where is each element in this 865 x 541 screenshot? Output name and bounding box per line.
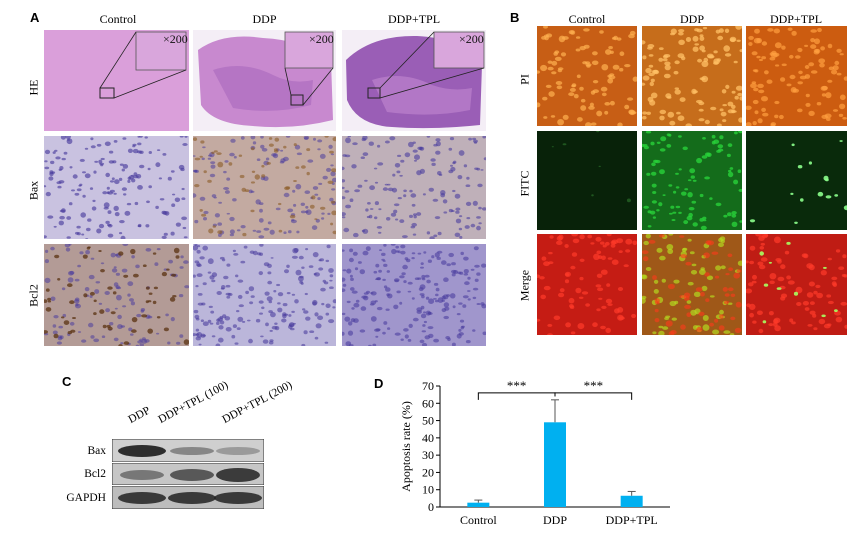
y-tick-label-1: 10 [422, 483, 434, 497]
apoptosis-bar-chart: 0 10 20 30 40 50 60 70 Apoptosis rate (%) Control… [399, 378, 670, 527]
panel-b-letter: B [510, 10, 520, 25]
y-tick-label-5: 50 [422, 414, 434, 428]
y-tick-label-0: 0 [428, 500, 434, 514]
panel-a-col-ddp: DDP [252, 12, 277, 26]
merge-control-image [537, 234, 637, 335]
x-tick-label-0: Control [460, 513, 497, 527]
he-ddp-tpl-image [342, 30, 486, 131]
panel-a-row-bcl2: Bcl2 [26, 284, 41, 307]
wb-lane-ddp-tpl-100: DDP+TPL (100) [156, 379, 231, 426]
wb-row-bax: Bax [87, 445, 106, 457]
bcl2-ddp-tpl-image [342, 244, 486, 346]
panel-b-row-pi: PI [517, 74, 532, 85]
he-ddp-tpl-magnification: ×200 [459, 32, 484, 46]
y-tick-label-6: 60 [422, 396, 434, 410]
significance-label-1: *** [584, 378, 604, 393]
wb-lane-ddp: DDP [126, 404, 153, 426]
bax-control-image [44, 136, 189, 239]
bax-ddp-image [193, 136, 336, 239]
panel-a-row-he: HE [26, 79, 41, 96]
panel-b-col-control: Control [568, 12, 606, 26]
x-tick-label-2: DDP+TPL [606, 513, 658, 527]
panel-a-col-control: Control [99, 12, 137, 26]
wb-blot-gapdh [112, 486, 264, 509]
pi-control-image [537, 26, 637, 126]
fitc-control-image [537, 131, 637, 230]
bax-ddp-tpl-image [342, 136, 486, 239]
fitc-ddp-image [642, 131, 742, 230]
pi-ddp-image [642, 26, 742, 126]
panel-d-letter: D [374, 376, 384, 391]
pi-ddp-tpl-image [746, 26, 847, 126]
panel-a-row-bax: Bax [26, 180, 41, 201]
bar-0 [467, 502, 490, 507]
wb-row-bcl2: Bcl2 [84, 468, 106, 480]
bar-1 [544, 422, 566, 507]
y-axis-label: Apoptosis rate (%) [399, 401, 413, 492]
he-ddp-image [193, 30, 336, 131]
panel-b-col-ddp: DDP [679, 12, 704, 26]
wb-row-gapdh: GAPDH [66, 492, 106, 504]
wb-blot-bax [112, 439, 264, 462]
significance-bracket-0 [477, 392, 556, 400]
bcl2-ddp-image [193, 244, 336, 346]
panel-b-row-merge: Merge [517, 269, 532, 302]
x-tick-label-1: DDP [543, 513, 567, 527]
y-tick-label-2: 20 [422, 465, 434, 479]
y-tick-label-3: 30 [422, 448, 434, 462]
merge-ddp-image [642, 234, 742, 335]
significance-bracket-1 [554, 392, 633, 400]
wb-lane-ddp-tpl-200: DDP+TPL (200) [220, 379, 295, 426]
y-tick-label-7: 70 [422, 379, 434, 393]
he-control-image [44, 30, 189, 131]
panel-a-letter: A [30, 10, 40, 25]
bcl2-control-image [44, 244, 189, 346]
he-ddp-magnification: ×200 [309, 32, 334, 46]
significance-label-0: *** [507, 378, 527, 393]
fitc-ddp-tpl-image [746, 131, 847, 230]
panel-b-row-fitc: FITC [517, 170, 532, 197]
panel-c-letter: C [62, 374, 72, 389]
y-tick-label-4: 40 [422, 431, 434, 445]
he-control-magnification: ×200 [163, 32, 188, 46]
wb-blot-bcl2 [112, 463, 264, 485]
panel-b-col-ddp-tpl: DDP+TPL [769, 12, 823, 26]
bar-2 [620, 495, 643, 507]
merge-ddp-tpl-image [746, 234, 847, 335]
panel-a-col-ddp-tpl: DDP+TPL [387, 12, 441, 26]
